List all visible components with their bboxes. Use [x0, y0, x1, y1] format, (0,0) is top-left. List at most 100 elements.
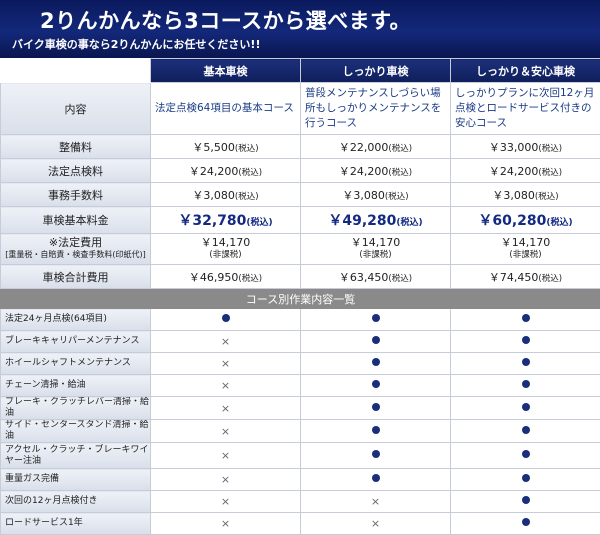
price-value: ￥33,000 — [489, 141, 539, 154]
work-item-label: ブレーキ・クラッチレバー清掃・給油 — [1, 397, 151, 420]
course-description: しっかりプランに次回12ヶ月点検とロードサービス付きの安心コース — [451, 83, 600, 135]
work-item-label: ブレーキキャリパーメンテナンス — [1, 331, 151, 353]
work-item-mark-cell — [301, 469, 451, 491]
not-included-icon: × — [221, 357, 230, 370]
not-included-icon: × — [221, 335, 230, 348]
header-blank-cell — [1, 59, 151, 83]
included-dot-icon — [522, 474, 530, 482]
work-items-body: 法定24ヶ月点検(64項目)ブレーキキャリパーメンテナンス×ホイールシャフトメン… — [1, 309, 600, 535]
price-value: ￥14,170 — [351, 236, 401, 249]
work-item-mark-cell: × — [301, 513, 451, 535]
row-label-legal-fee: ※法定費用[重量税・自賠責・検査手数料(印紙代)] — [1, 234, 151, 265]
course-comparison-table: 基本車検 しっかり車検 しっかり＆安心車検 内容 法定点検64項目の基本コース … — [0, 58, 600, 535]
price-cell: ￥74,450(税込) — [451, 265, 600, 289]
included-dot-icon — [372, 358, 380, 366]
course-header-shikkari: しっかり車検 — [301, 59, 451, 83]
inspection-fee-row: 法定点検料 ￥24,200(税込) ￥24,200(税込) ￥24,200(税込… — [1, 159, 600, 183]
row-label-inspection-fee: 法定点検料 — [1, 159, 151, 183]
price-cell: ￥14,170(非課税) — [301, 234, 451, 265]
work-item-row: 次回の12ヶ月点検付き×× — [1, 491, 600, 513]
work-item-label: 法定24ヶ月点検(64項目) — [1, 309, 151, 331]
not-included-icon: × — [221, 517, 230, 530]
price-value: ￥14,170 — [201, 236, 251, 249]
included-dot-icon — [372, 380, 380, 388]
price-value: ￥3,080 — [492, 189, 535, 202]
work-item-mark-cell — [451, 375, 600, 397]
not-included-icon: × — [371, 517, 380, 530]
tax-note: (税込) — [538, 168, 562, 178]
price-value: ￥63,450 — [339, 271, 389, 284]
price-cell: ￥24,200(税込) — [301, 159, 451, 183]
work-item-mark-cell — [451, 331, 600, 353]
tax-note: (税込) — [396, 218, 422, 228]
included-dot-icon — [372, 336, 380, 344]
work-item-label: ホイールシャフトメンテナンス — [1, 353, 151, 375]
work-item-label: 次回の12ヶ月点検付き — [1, 491, 151, 513]
included-dot-icon — [372, 314, 380, 322]
work-item-mark-cell — [301, 420, 451, 443]
included-dot-icon — [372, 426, 380, 434]
work-item-mark-cell — [451, 353, 600, 375]
price-value: ￥14,170 — [501, 236, 551, 249]
work-item-mark-cell: × — [151, 420, 301, 443]
work-item-mark-cell: × — [151, 513, 301, 535]
work-item-mark-cell — [451, 397, 600, 420]
not-included-icon: × — [221, 379, 230, 392]
price-value: ￥49,280 — [328, 213, 396, 229]
work-item-row: チェーン清掃・給油× — [1, 375, 600, 397]
legal-fee-row: ※法定費用[重量税・自賠責・検査手数料(印紙代)] ￥14,170(非課税) ￥… — [1, 234, 600, 265]
work-item-label: アクセル・クラッチ・ブレーキワイヤー注油 — [1, 443, 151, 469]
non-taxable-note: (非課税) — [151, 249, 300, 261]
work-item-mark-cell — [451, 420, 600, 443]
work-item-mark-cell: × — [151, 443, 301, 469]
admin-fee-row: 事務手数料 ￥3,080(税込) ￥3,080(税込) ￥3,080(税込) — [1, 183, 600, 207]
included-dot-icon — [522, 358, 530, 366]
included-dot-icon — [522, 336, 530, 344]
work-item-row: ブレーキキャリパーメンテナンス × — [1, 331, 600, 353]
price-cell: ￥24,200(税込) — [451, 159, 600, 183]
course-description: 法定点検64項目の基本コース — [151, 83, 301, 135]
work-item-mark-cell — [451, 491, 600, 513]
row-label-total-fee: 車検合計費用 — [1, 265, 151, 289]
price-cell: ￥33,000(税込) — [451, 135, 600, 159]
included-dot-icon — [372, 403, 380, 411]
not-included-icon: × — [221, 402, 230, 415]
price-value: ￥60,280 — [478, 213, 546, 229]
included-dot-icon — [522, 496, 530, 504]
work-item-mark-cell: × — [151, 397, 301, 420]
work-item-row: ホイールシャフトメンテナンス × — [1, 353, 600, 375]
price-value: ￥24,200 — [489, 165, 539, 178]
table-header-row: 基本車検 しっかり車検 しっかり＆安心車検 — [1, 59, 600, 83]
included-dot-icon — [372, 450, 380, 458]
not-included-icon: × — [221, 449, 230, 462]
price-value: ￥3,080 — [342, 189, 385, 202]
course-header-anshin: しっかり＆安心車検 — [451, 59, 600, 83]
included-dot-icon — [372, 474, 380, 482]
work-item-mark-cell — [451, 443, 600, 469]
tax-note: (税込) — [546, 218, 572, 228]
price-cell: ￥5,500(税込) — [151, 135, 301, 159]
work-item-row: ロードサービス1年×× — [1, 513, 600, 535]
basic-price-cell: ￥49,280(税込) — [301, 207, 451, 234]
price-cell: ￥22,000(税込) — [301, 135, 451, 159]
tax-note: (税込) — [388, 144, 412, 154]
work-item-mark-cell: × — [151, 331, 301, 353]
work-item-mark-cell — [301, 309, 451, 331]
price-cell: ￥3,080(税込) — [151, 183, 301, 207]
page-title: 2りんかんなら3コースから選べます。 — [40, 5, 411, 35]
tax-note: (税込) — [388, 274, 412, 284]
included-dot-icon — [522, 518, 530, 526]
price-cell: ￥46,950(税込) — [151, 265, 301, 289]
legal-fee-breakdown: [重量税・自賠責・検査手数料(印紙代)] — [1, 249, 150, 261]
included-dot-icon — [522, 403, 530, 411]
price-value: ￥22,000 — [339, 141, 389, 154]
tax-note: (税込) — [235, 144, 259, 154]
price-cell: ￥24,200(税込) — [151, 159, 301, 183]
tax-note: (税込) — [538, 144, 562, 154]
content-row: 内容 法定点検64項目の基本コース 普段メンテナンスしづらい場所もしっかりメンテ… — [1, 83, 600, 135]
price-value: ￥74,450 — [489, 271, 539, 284]
price-value: ￥46,950 — [189, 271, 239, 284]
work-item-mark-cell — [301, 331, 451, 353]
basic-price-cell: ￥60,280(税込) — [451, 207, 600, 234]
price-cell: ￥3,080(税込) — [451, 183, 600, 207]
